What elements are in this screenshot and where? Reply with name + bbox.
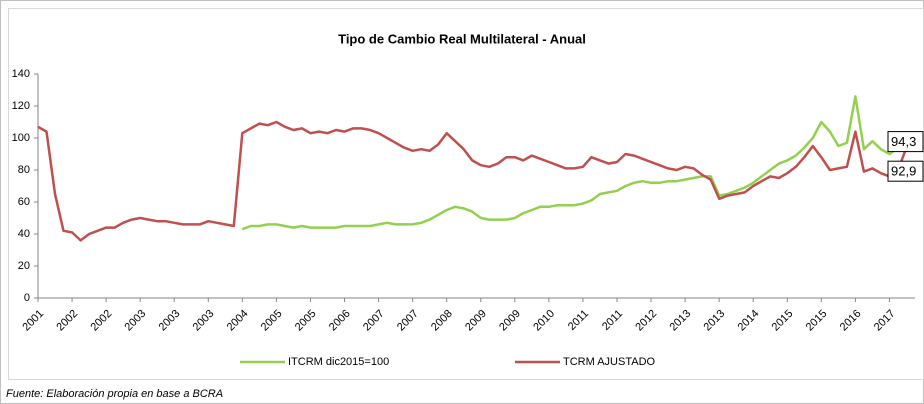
y-tick-label: 80 xyxy=(18,164,30,176)
y-tick-label: 60 xyxy=(18,196,30,208)
annotation-box xyxy=(887,131,924,153)
y-tick-label: 100 xyxy=(12,132,30,144)
source: Fuente: Elaboración propia en base a BCR… xyxy=(6,388,223,400)
series-line xyxy=(37,120,916,242)
annotation: 92,9 xyxy=(891,164,916,179)
annotation-box xyxy=(887,160,924,182)
legend-label: TCRM AJUSTADO xyxy=(563,356,656,368)
y-tick-label: 40 xyxy=(18,228,30,240)
y-tick-label: 120 xyxy=(12,100,30,112)
annotation: 94,3 xyxy=(891,134,916,149)
legend-label: ITCRM dic2015=100 xyxy=(288,356,389,368)
y-tick-label: 0 xyxy=(24,292,30,304)
y-tick-label: 20 xyxy=(18,260,30,272)
chart-title: Tipo de Cambio Real Multilateral - Anual xyxy=(338,31,586,46)
y-tick-label: 140 xyxy=(12,68,30,80)
series-line xyxy=(241,95,916,231)
